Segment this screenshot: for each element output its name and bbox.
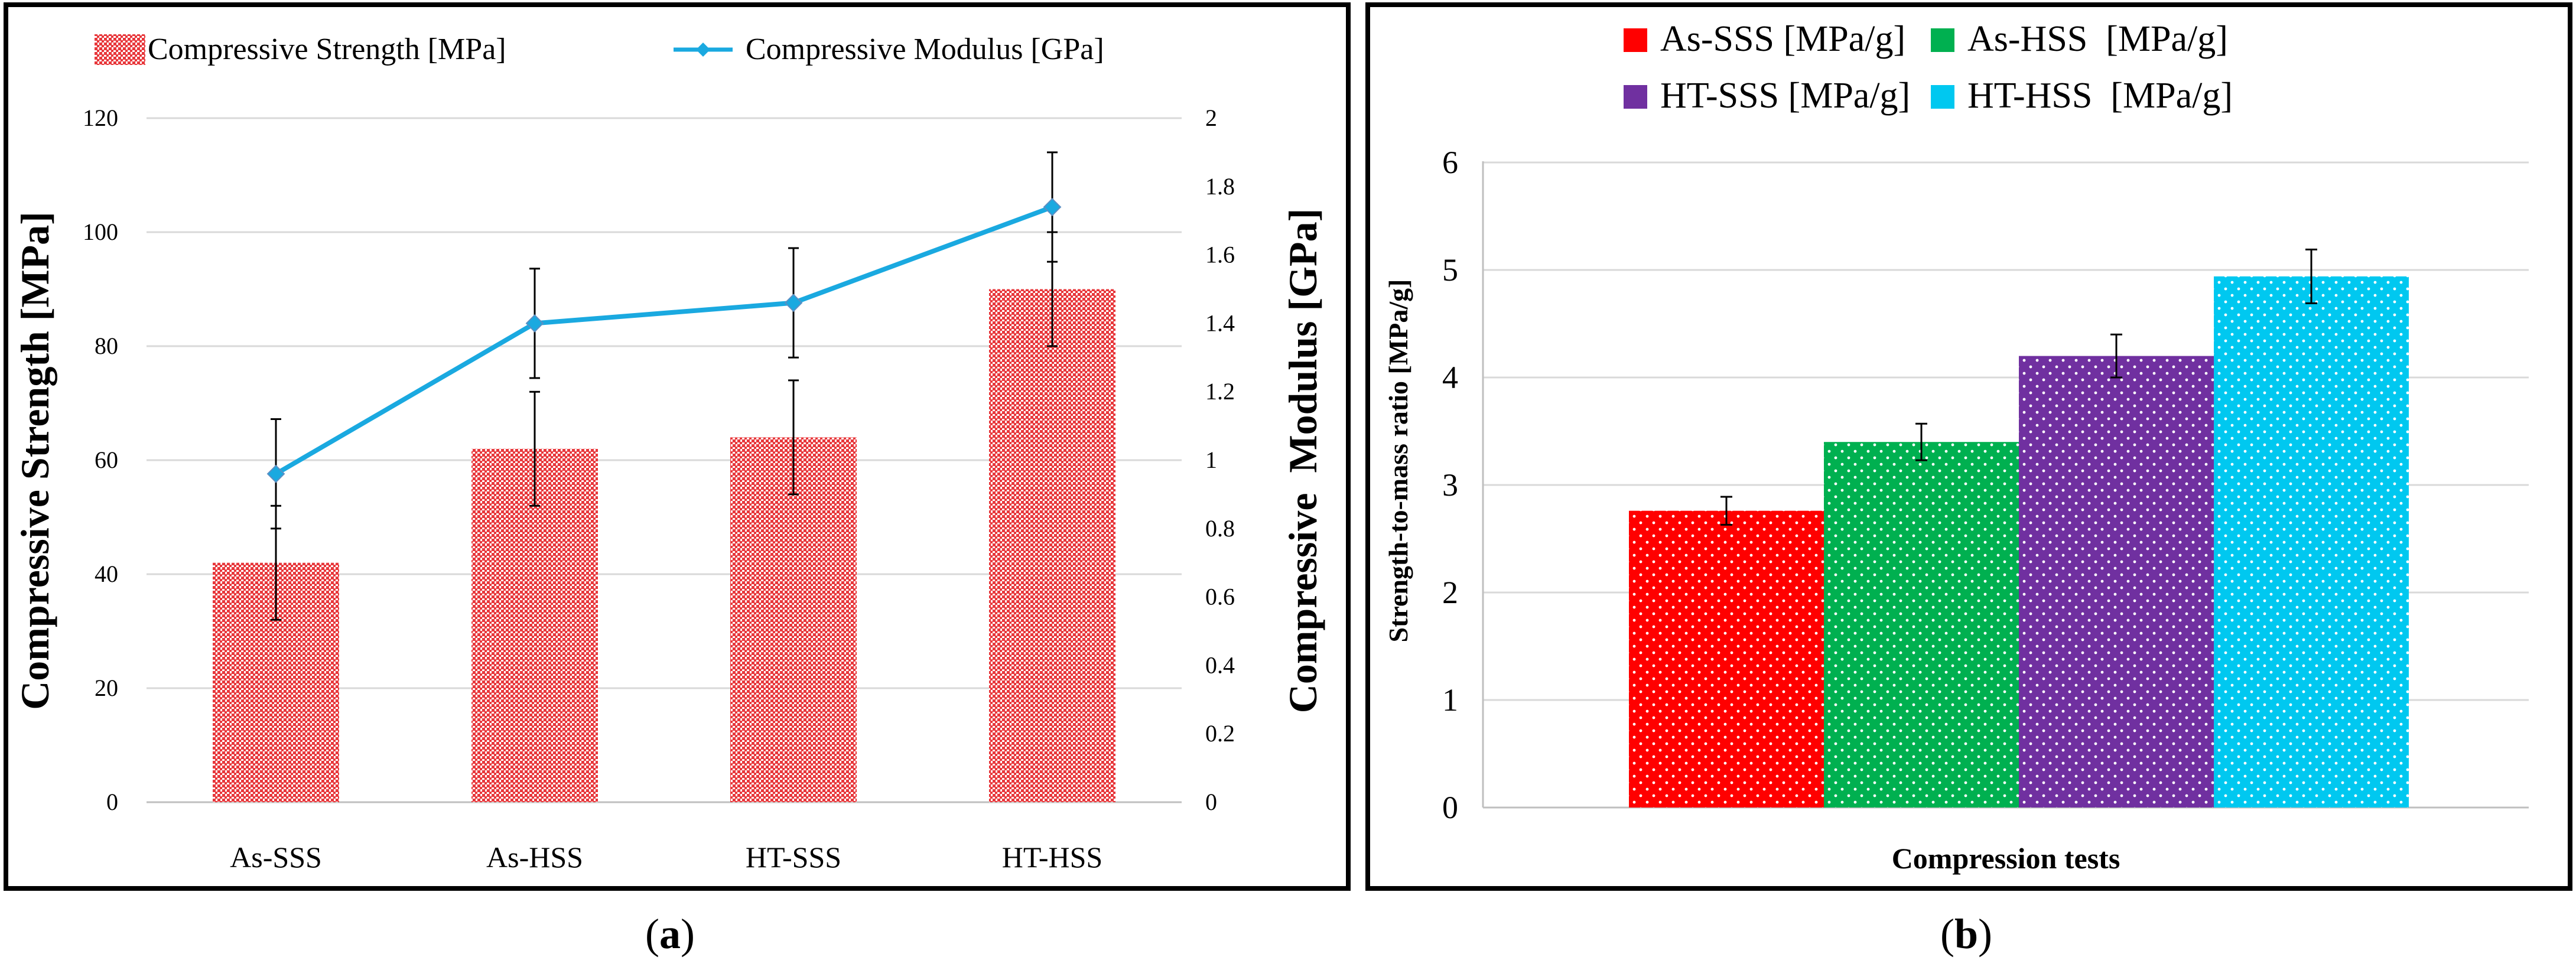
y-axis-title-b: Strength-to-mass ratio [MPa/g]	[1383, 279, 1413, 643]
ratio-bar-3	[2214, 276, 2409, 808]
y-axis-title-right: Compressive Modulus [GPa]	[1280, 209, 1325, 713]
y-tick-right: 1	[1205, 447, 1217, 473]
y-tick-left: 100	[83, 219, 118, 245]
x-tick-label: As-HSS	[486, 841, 583, 874]
panel-b-frame	[1365, 2, 2572, 891]
y-tick-left: 120	[83, 105, 118, 131]
y-tick-right: 0.4	[1205, 652, 1235, 678]
y-tick-left: 20	[95, 675, 118, 701]
ratio-bar-2	[2019, 356, 2214, 808]
x-tick-label: HT-SSS	[746, 841, 841, 874]
legend-swatch-modulus-marker	[696, 43, 710, 57]
modulus-point-as-sss	[266, 464, 285, 483]
modulus-point-as-hss	[525, 314, 544, 333]
legend-label-b-2: HT-SSS [MPa/g]	[1660, 76, 1910, 116]
modulus-line	[274, 204, 1053, 476]
legend-swatch-b-0	[1624, 28, 1647, 52]
legend-label-b-3: HT-HSS [MPa/g]	[1967, 76, 2233, 116]
y-tick-right: 1.4	[1205, 310, 1235, 336]
ratio-error-bar	[1720, 496, 1732, 526]
legend-b: As-SSS [MPa/g] As-HSS [MPa/g] HT-SSS [MPa/…	[1624, 19, 2233, 116]
caption-a: (a)	[645, 910, 695, 958]
chart-a: 0 20 40 60 80 100 120 0 0.2 0.4 0.6 0.8 1 1.2 1.4 1.6 1.…	[12, 32, 1325, 874]
legend-a: Compressive Strength [MPa] Compressive Mo…	[95, 32, 1104, 66]
modulus-point-ht-sss	[784, 294, 803, 312]
legend-label-b-0: As-SSS [MPa/g]	[1660, 19, 1905, 59]
y-tick-b: 4	[1442, 360, 1458, 395]
y-tick-right: 0	[1205, 789, 1217, 815]
y-tick-right: 1.8	[1205, 173, 1235, 200]
ratio-error-bar	[2305, 248, 2317, 304]
x-tick-label: HT-HSS	[1002, 841, 1102, 874]
legend-swatch-strength	[95, 34, 145, 65]
chart-b: 0 1 2 3 4 5 6 Compression tests Strength-to-mass…	[1383, 19, 2529, 875]
y-tick-left: 80	[95, 333, 118, 359]
modulus-point-ht-hss	[1043, 198, 1062, 216]
x-tick-label: As-SSS	[230, 841, 322, 874]
y-tick-left: 0	[106, 789, 118, 815]
legend-label-strength: Compressive Strength [MPa]	[148, 32, 506, 66]
ratio-error-bar	[1915, 422, 1927, 461]
y-tick-right: 0.8	[1205, 515, 1235, 542]
y-tick-b: 5	[1442, 252, 1458, 288]
strength-bar-as-hss	[471, 448, 598, 802]
strength-bar-ht-sss	[730, 437, 857, 802]
y-tick-right: 2	[1205, 105, 1217, 131]
y-tick-b: 6	[1442, 145, 1458, 180]
panel-a-frame	[4, 2, 1351, 891]
y-tick-right: 0.2	[1205, 720, 1235, 747]
y-tick-right: 1.2	[1205, 378, 1235, 405]
y-axis-title-left: Compressive Strength [MPa]	[12, 211, 57, 710]
y-tick-b: 2	[1442, 575, 1458, 610]
ratio-bar-0	[1629, 510, 1824, 808]
legend-swatch-b-1	[1931, 28, 1954, 52]
legend-swatch-b-3	[1931, 85, 1954, 109]
strength-error-bar	[529, 390, 540, 507]
y-tick-left: 60	[95, 447, 118, 473]
ratio-bar-1	[1824, 442, 2019, 808]
legend-label-modulus: Compressive Modulus [GPa]	[746, 32, 1104, 66]
y-tick-right: 1.6	[1205, 242, 1235, 268]
y-tick-b: 0	[1442, 790, 1458, 825]
y-tick-left: 40	[95, 561, 118, 587]
strength-bar-ht-hss	[989, 289, 1115, 802]
y-tick-right: 0.6	[1205, 584, 1235, 610]
ratio-error-bar	[2110, 333, 2122, 379]
strength-error-bar	[788, 379, 799, 496]
x-axis-title-b: Compression tests	[1892, 842, 2120, 875]
y-tick-b: 3	[1442, 467, 1458, 503]
legend-swatch-b-2	[1624, 85, 1647, 109]
legend-label-b-1: As-HSS [MPa/g]	[1967, 19, 2228, 59]
caption-b: (b)	[1940, 910, 1993, 958]
y-tick-b: 1	[1442, 682, 1458, 718]
